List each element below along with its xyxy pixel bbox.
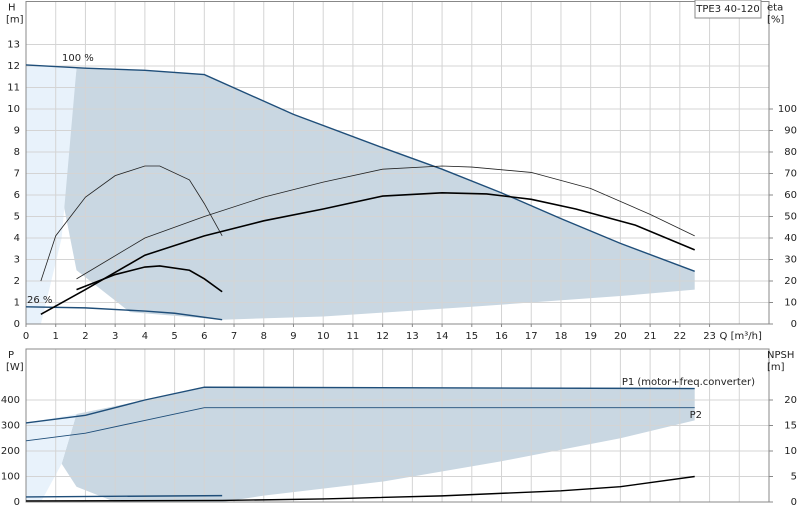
x-tick-label: 20 — [614, 331, 627, 342]
y2-tick-label: 15 — [784, 421, 797, 432]
curve — [40, 165, 223, 282]
y2-axis-label: NPSH — [767, 350, 794, 361]
title-box — [694, 0, 762, 19]
y2-tick-label: 0 — [791, 497, 797, 508]
y-axis-label: P — [8, 350, 14, 361]
x-tick-label: 22 — [673, 331, 686, 342]
y2-tick-label: 20 — [784, 276, 797, 287]
y2-tick-label: 30 — [784, 255, 797, 266]
y2-tick-label: 0 — [791, 319, 797, 330]
y-tick-label: 4 — [14, 233, 20, 244]
x-tick-label: 10 — [317, 331, 330, 342]
y-tick-label: 5 — [14, 212, 20, 223]
y-axis-unit: [W] — [6, 362, 24, 373]
y-axis-label: H — [8, 3, 16, 14]
operating-region — [61, 387, 695, 502]
y-tick-label: 0 — [14, 497, 20, 508]
x-tick-label: 9 — [290, 331, 296, 342]
curve — [25, 407, 695, 442]
y2-axis-unit: [%] — [767, 15, 784, 26]
annotation: 100 % — [62, 53, 94, 64]
chart-title: TPE3 40-120 — [695, 4, 759, 15]
y-tick-label: 400 — [1, 395, 20, 406]
y2-tick-label: 10 — [784, 446, 797, 457]
x-tick-label: 13 — [406, 331, 419, 342]
y-tick-label: 7 — [14, 169, 20, 180]
x-tick-label: 2 — [82, 331, 88, 342]
y2-tick-label: 80 — [784, 147, 797, 158]
y-tick-label: 9 — [14, 126, 20, 137]
curve — [25, 386, 695, 424]
curve — [76, 265, 223, 293]
x-tick-label: 3 — [112, 331, 118, 342]
x-tick-label: 21 — [644, 331, 657, 342]
curve — [25, 475, 695, 502]
y2-tick-label: 40 — [784, 233, 797, 244]
y2-tick-label: 5 — [791, 472, 797, 483]
x-tick-label: 14 — [436, 331, 449, 342]
y2-tick-label: 20 — [784, 395, 797, 406]
x-tick-label: 18 — [555, 331, 568, 342]
y-tick-label: 11 — [7, 83, 20, 94]
y-tick-label: 0 — [14, 319, 20, 330]
y-tick-label: 100 — [1, 472, 20, 483]
y2-axis-label: eta — [767, 3, 783, 14]
annotation: P2 — [690, 410, 702, 421]
y2-tick-label: 100 — [778, 104, 797, 115]
y-tick-label: 300 — [1, 421, 20, 432]
x-tick-label: 8 — [261, 331, 267, 342]
plot-frame — [25, 1, 770, 325]
curve — [25, 494, 223, 498]
y-tick-label: 13 — [7, 40, 20, 51]
y2-tick-label: 90 — [784, 126, 797, 137]
x-tick-label: 5 — [171, 331, 177, 342]
y2-axis-unit: [m] — [767, 362, 785, 373]
plot-frame — [25, 348, 770, 503]
y-tick-label: 10 — [7, 104, 20, 115]
x-tick-label: 12 — [376, 331, 389, 342]
x-tick-label: 15 — [465, 331, 478, 342]
y2-tick-label: 60 — [784, 190, 797, 201]
y-tick-label: 1 — [14, 298, 20, 309]
y2-tick-label: 10 — [784, 298, 797, 309]
y2-tick-label: 50 — [784, 212, 797, 223]
y-tick-label: 200 — [1, 446, 20, 457]
y-tick-label: 8 — [14, 147, 20, 158]
x-tick-label: 11 — [347, 331, 360, 342]
x-tick-label: 7 — [231, 331, 237, 342]
annotation: P1 (motor+freq.converter) — [622, 377, 755, 388]
curve — [76, 165, 695, 280]
x-tick-label: 0 — [23, 331, 29, 342]
curve — [25, 64, 695, 272]
x-tick-label: 4 — [142, 331, 148, 342]
x-axis-label: Q [m³/h] — [720, 331, 762, 342]
curve — [40, 192, 696, 316]
y-tick-label: 3 — [14, 255, 20, 266]
x-tick-label: 1 — [53, 331, 59, 342]
y2-tick-label: 70 — [784, 169, 797, 180]
y-tick-label: 12 — [7, 61, 20, 72]
operating-region — [61, 68, 695, 320]
x-tick-label: 6 — [201, 331, 207, 342]
x-tick-label: 23 — [703, 331, 716, 342]
y-tick-label: 6 — [14, 190, 20, 201]
x-tick-label: 17 — [525, 331, 538, 342]
x-tick-label: 16 — [495, 331, 508, 342]
y-tick-label: 2 — [14, 276, 20, 287]
x-tick-label: 19 — [584, 331, 597, 342]
curve — [25, 306, 223, 321]
annotation: 26 % — [27, 295, 52, 306]
y-axis-unit: [m] — [6, 15, 24, 26]
